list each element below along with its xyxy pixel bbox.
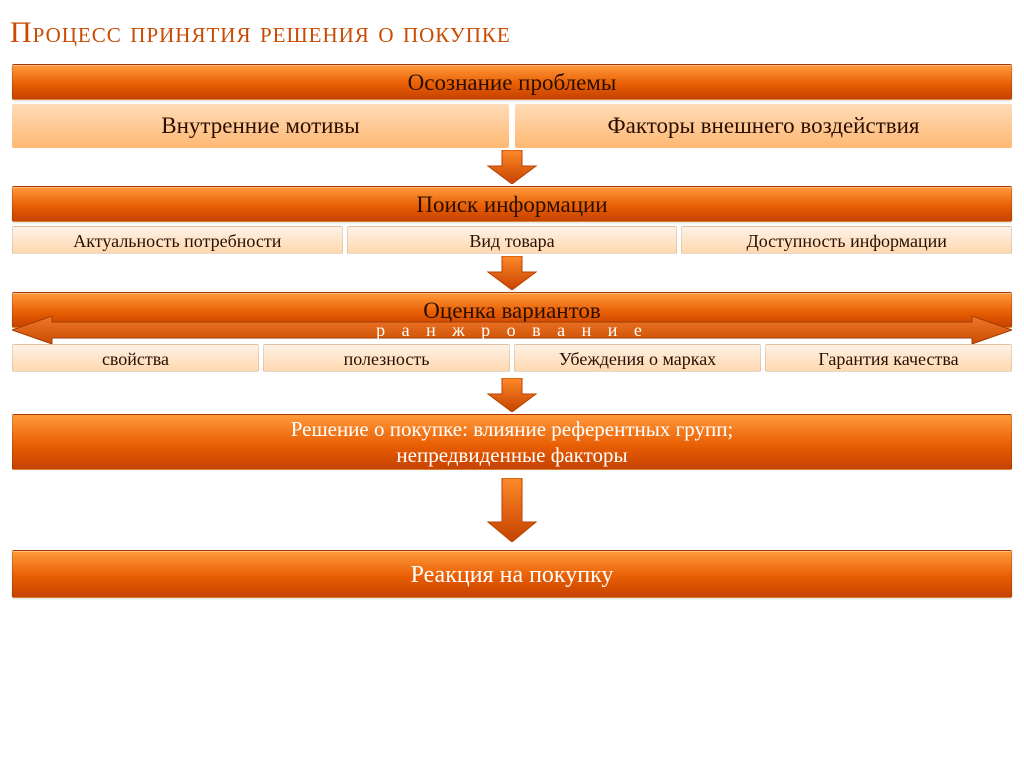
stage3-q2: полезность [263,344,510,372]
stage1-left: Внутренние мотивы [12,104,509,148]
stage1-header: Осознание проблемы [12,64,1012,100]
arrow-down-2 [482,256,542,290]
rank-double-arrow: р а н ж р о в а н и е [12,316,1012,344]
stage3-q3: Убеждения о марках [514,344,761,372]
stage5-bar: Реакция на покупку [12,550,1012,598]
stage-2: Поиск информации Актуальность потребност… [12,186,1012,254]
arrow-down-4 [482,478,542,542]
page-title: Процесс принятия решения о покупке [0,0,1024,64]
stage3-q1: свойства [12,344,259,372]
rank-label: р а н ж р о в а н и е [12,320,1012,341]
stage-3: Оценка вариантов свойства полезность Убе… [12,292,1012,372]
stage3-row: свойства полезность Убеждения о марках Г… [12,344,1012,372]
arrow-down-3 [482,378,542,412]
stage1-row: Внутренние мотивы Факторы внешнего возде… [12,104,1012,148]
stage3-q4: Гарантия качества [765,344,1012,372]
stage2-row: Актуальность потребности Вид товара Дост… [12,226,1012,254]
stage-4: Решение о покупке: влияние референтных г… [12,414,1012,470]
stage4-line1: Решение о покупке: влияние референтных г… [13,416,1011,442]
arrow-down-1 [482,150,542,184]
stage4-bar: Решение о покупке: влияние референтных г… [12,414,1012,470]
stage1-right: Факторы внешнего воздействия [515,104,1012,148]
stage2-c3: Доступность информации [681,226,1012,254]
stage-1: Осознание проблемы Внутренние мотивы Фак… [12,64,1012,148]
stage-5: Реакция на покупку [12,550,1012,598]
stage4-line2: непредвиденные факторы [13,442,1011,468]
stage2-header: Поиск информации [12,186,1012,222]
stage2-c1: Актуальность потребности [12,226,343,254]
stage2-c2: Вид товара [347,226,678,254]
